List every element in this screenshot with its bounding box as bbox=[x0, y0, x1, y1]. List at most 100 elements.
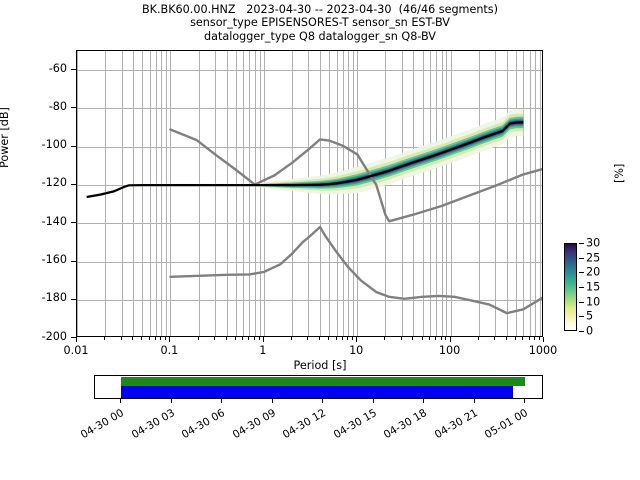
x-tick-minor bbox=[242, 337, 244, 340]
gridline-vertical bbox=[149, 51, 151, 336]
x-tick-minor bbox=[104, 337, 106, 340]
gridline-vertical bbox=[263, 51, 265, 336]
x-tick-minor bbox=[494, 337, 496, 340]
timeline-tick-mark bbox=[322, 399, 324, 403]
colorbar-gradient bbox=[564, 243, 577, 331]
timeline-tick-label: 04-30 03 bbox=[129, 407, 177, 442]
gridline-vertical bbox=[450, 51, 452, 336]
gridline-vertical bbox=[235, 51, 237, 336]
title-line-1: BK.BK60.00.HNZ 2023-04-30 -- 2023-04-30 … bbox=[141, 3, 499, 16]
colorbar-tick-label: 15 bbox=[586, 280, 601, 294]
timeline-tick-label: 04-30 06 bbox=[179, 407, 228, 442]
y-tick-label: -160 bbox=[41, 253, 67, 266]
gridline-horizontal bbox=[77, 70, 542, 72]
x-tick-minor bbox=[522, 337, 524, 340]
x-tick-minor bbox=[258, 337, 260, 340]
gridline-vertical bbox=[77, 51, 78, 336]
gridline-horizontal bbox=[77, 299, 542, 301]
y-tick-mark bbox=[71, 260, 76, 262]
noise-model-curve bbox=[169, 128, 542, 223]
gridline-vertical bbox=[308, 51, 310, 336]
gridline-vertical bbox=[523, 51, 525, 336]
x-tick-minor bbox=[214, 337, 215, 340]
title-line-3: datalogger_type Q8 datalogger_sn Q8-BV bbox=[204, 29, 436, 43]
timeline-tick-mark bbox=[524, 399, 526, 403]
psd-median-curve bbox=[86, 121, 524, 199]
noise-model-curve bbox=[169, 225, 542, 315]
x-tick-minor bbox=[400, 337, 402, 340]
gridline-vertical bbox=[446, 51, 448, 336]
y-tick-label: -60 bbox=[48, 61, 67, 75]
timeline-tick-mark bbox=[120, 399, 121, 403]
gridline-vertical bbox=[534, 51, 536, 336]
figure-title: BK.BK60.00.HNZ 2023-04-30 -- 2023-04-30 … bbox=[0, 3, 640, 43]
x-tick-label: 0.1 bbox=[160, 344, 179, 357]
x-tick-minor bbox=[234, 337, 236, 340]
timeline-tick-label: 04-30 15 bbox=[331, 407, 379, 442]
gridline-vertical bbox=[161, 51, 163, 336]
gridline-vertical bbox=[226, 51, 228, 336]
x-tick-major bbox=[356, 337, 358, 342]
gridline-vertical bbox=[539, 51, 541, 336]
timeline-tick-mark bbox=[271, 399, 273, 403]
colorbar-tick-label: 25 bbox=[586, 251, 601, 265]
gridline-vertical bbox=[166, 51, 168, 336]
colorbar-tick-label: 20 bbox=[586, 265, 601, 279]
gridline-vertical bbox=[357, 51, 359, 336]
gridline-vertical bbox=[142, 51, 144, 336]
x-tick-label: 1000 bbox=[528, 344, 558, 357]
timeline-tick-mark bbox=[423, 399, 425, 403]
y-tick-label: -120 bbox=[41, 176, 67, 190]
x-tick-major bbox=[449, 337, 451, 342]
x-tick-minor bbox=[445, 337, 447, 340]
y-tick-mark bbox=[71, 337, 76, 338]
y-tick-mark bbox=[71, 183, 76, 185]
y-tick-label: -200 bbox=[41, 329, 67, 343]
x-tick-minor bbox=[141, 337, 143, 340]
x-tick-minor bbox=[225, 337, 227, 340]
gridline-vertical bbox=[249, 51, 251, 336]
x-tick-minor bbox=[514, 337, 516, 340]
y-tick-label: -100 bbox=[41, 138, 67, 152]
title-line-2: sensor_type EPISENSORES-T sensor_sn EST-… bbox=[190, 16, 450, 30]
colorbar-tick-mark bbox=[579, 301, 584, 303]
x-tick-minor bbox=[290, 337, 292, 340]
colorbar-tick-label: 5 bbox=[586, 309, 594, 323]
psd-axes bbox=[76, 50, 543, 337]
y-axis-label: Power [dB] bbox=[0, 107, 11, 168]
colorbar-tick-mark bbox=[579, 287, 584, 288]
colorbar-tick-mark bbox=[579, 316, 584, 318]
y-tick-mark bbox=[71, 69, 76, 71]
data-availability-axes bbox=[94, 375, 543, 399]
gridline-vertical bbox=[422, 51, 424, 336]
colorbar-tick-mark bbox=[579, 243, 584, 244]
x-tick-minor bbox=[412, 337, 414, 340]
x-tick-label: 1 bbox=[259, 344, 267, 357]
psd-probability-band bbox=[86, 118, 524, 198]
gridline-vertical bbox=[495, 51, 497, 336]
x-tick-minor bbox=[477, 337, 479, 340]
gridline-vertical bbox=[413, 51, 415, 336]
availability-bar-segments bbox=[121, 386, 513, 398]
y-tick-mark bbox=[71, 145, 76, 147]
colorbar-tick-mark bbox=[579, 272, 584, 274]
gridline-vertical bbox=[478, 51, 480, 336]
gridline-vertical bbox=[243, 51, 245, 336]
x-tick-minor bbox=[421, 337, 423, 340]
x-tick-minor bbox=[347, 337, 349, 340]
colorbar-tick-mark bbox=[579, 331, 584, 332]
gridline-vertical bbox=[529, 51, 531, 336]
colorbar bbox=[564, 243, 577, 331]
timeline-tick-label: 04-30 09 bbox=[230, 407, 278, 442]
x-tick-label: 10 bbox=[349, 344, 364, 357]
colorbar-tick-label: 10 bbox=[586, 295, 601, 309]
gridline-horizontal bbox=[77, 108, 542, 110]
y-tick-label: -80 bbox=[48, 99, 67, 113]
x-tick-minor bbox=[384, 337, 386, 340]
x-tick-major bbox=[76, 337, 77, 342]
gridline-vertical bbox=[352, 51, 354, 336]
x-tick-label: 100 bbox=[438, 344, 461, 357]
psd-curves bbox=[86, 108, 542, 315]
x-tick-minor bbox=[328, 337, 330, 340]
